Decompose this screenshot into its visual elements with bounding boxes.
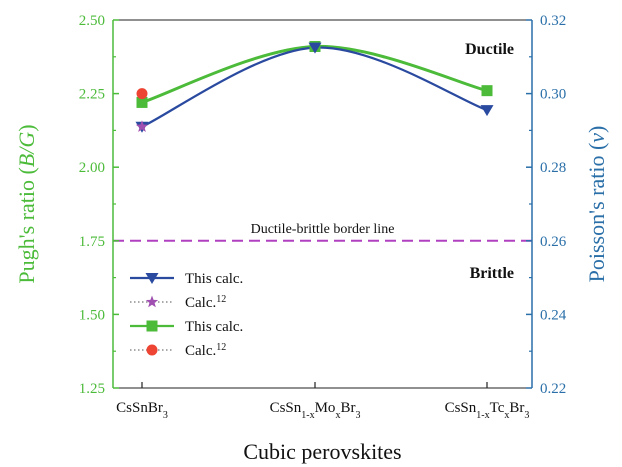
border-line-label: Ductile-brittle border line <box>251 222 395 237</box>
right-y-axis: 0.22 0.24 0.26 0.28 0.30 0.32 <box>526 13 567 397</box>
legend-marker <box>146 344 158 356</box>
series-group <box>135 40 494 133</box>
x-tick-label: CsSn1-xMoxBr3 <box>270 400 361 421</box>
right-tick-label: 0.22 <box>540 381 566 397</box>
legend-marker <box>145 273 159 284</box>
left-tick-label: 2.25 <box>79 87 105 103</box>
series-line <box>141 46 488 128</box>
legend-marker <box>146 320 158 332</box>
series-point <box>136 88 148 100</box>
left-tick-label: 1.75 <box>79 234 105 250</box>
left-axis-title: Pugh's ratio (B/G) <box>14 124 39 283</box>
left-y-axis: 1.25 1.50 1.75 2.00 2.25 2.50 <box>79 13 119 397</box>
legend-marker <box>145 295 159 308</box>
x-tick-label: CsSnBr3 <box>116 400 168 421</box>
series-point <box>481 85 493 97</box>
annotation-ductile: Ductile <box>465 41 514 58</box>
series-point <box>135 120 149 132</box>
border-line-group: Ductile-brittle border line <box>113 222 532 242</box>
left-tick-label: 2.00 <box>79 160 105 176</box>
left-tick-label: 1.50 <box>79 307 105 323</box>
right-tick-label: 0.30 <box>540 87 566 103</box>
right-tick-label: 0.32 <box>540 13 566 29</box>
legend: This calc. Calc.12 This calc. Calc.12 <box>130 271 243 359</box>
x-tick-label: CsSn1-xTcxBr3 <box>445 400 530 421</box>
left-tick-label: 1.25 <box>79 381 105 397</box>
annotations: Ductile Brittle <box>465 41 514 282</box>
plot-frame <box>112 19 533 389</box>
series-point <box>136 96 148 108</box>
legend-label: Calc.12 <box>185 342 226 360</box>
left-tick-label: 2.50 <box>79 13 105 29</box>
right-axis-title: Poisson's ratio (v) <box>584 126 609 283</box>
right-tick-label: 0.24 <box>540 307 567 323</box>
legend-label: Calc.12 <box>185 294 226 312</box>
annotation-brittle: Brittle <box>470 265 514 282</box>
x-axis-title: Cubic perovskites <box>243 439 401 464</box>
series-line <box>141 44 488 104</box>
series-point <box>480 105 494 117</box>
right-tick-label: 0.26 <box>540 234 567 250</box>
series-point <box>308 42 322 54</box>
x-axis: CsSnBr3 CsSn1-xMoxBr3 CsSn1-xTcxBr3 <box>116 382 529 421</box>
axis-labels: Cubic perovskites Pugh's ratio (B/G) Poiss… <box>14 124 609 464</box>
legend-label: This calc. <box>185 271 243 287</box>
legend-label: This calc. <box>185 319 243 335</box>
right-tick-label: 0.28 <box>540 160 566 176</box>
